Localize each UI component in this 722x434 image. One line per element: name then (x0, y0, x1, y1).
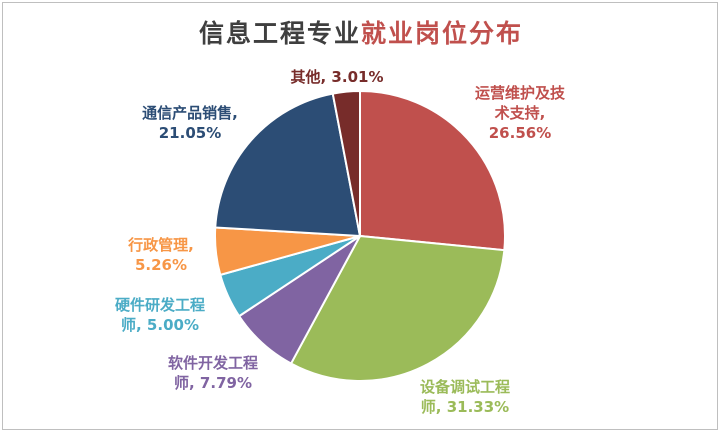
pie-slice-1 (359, 89, 506, 252)
pie-slice-7 (331, 89, 361, 237)
pie-slice-6 (214, 92, 362, 238)
pie-slices (214, 89, 506, 382)
slice-label-3-line-2: 师, 7.79% (174, 374, 252, 392)
slice-label-6: 通信产品销售, 21.05% (142, 104, 238, 142)
slice-label-6-line-1: 通信产品销售, (142, 104, 238, 122)
slice-label-7: 其他, 3.01% (291, 68, 384, 86)
slice-label-4: 硬件研发工程师, 5.00% (115, 296, 205, 334)
slice-label-2: 设备调试工程师, 31.33% (420, 378, 510, 416)
slice-label-7-line-1: 其他, 3.01% (291, 68, 384, 86)
slice-label-5: 行政管理, 5.26% (127, 236, 194, 274)
chart-title: 信息工程专业就业岗位分布 (0, 14, 722, 50)
slice-label-5-line-1: 行政管理, (127, 236, 194, 254)
slice-label-5-line-2: 5.26% (135, 256, 187, 274)
pie-labels: 运营维护及技术支持, 26.56%设备调试工程师, 31.33%软件开发工程师, … (115, 68, 566, 416)
chart-title-part2: 就业岗位分布 (361, 19, 524, 48)
slice-label-6-line-2: 21.05% (159, 124, 221, 142)
pie-slice-2 (289, 234, 506, 382)
slice-label-2-line-1: 设备调试工程 (420, 378, 510, 396)
slice-label-1-line-1: 运营维护及技 (475, 84, 566, 102)
slice-label-1-line-3: 26.56% (489, 124, 551, 142)
slice-label-4-line-2: 师, 5.00% (121, 316, 199, 334)
slice-label-4-line-1: 硬件研发工程 (115, 296, 205, 314)
slice-label-2-line-2: 师, 31.33% (421, 398, 509, 416)
chart-title-part1: 信息工程专业 (198, 19, 361, 48)
slice-label-1-line-2: 术支持, (495, 104, 546, 122)
slice-label-1: 运营维护及技术支持, 26.56% (475, 84, 566, 142)
slice-label-3-line-1: 软件开发工程 (168, 354, 258, 372)
slice-label-3: 软件开发工程师, 7.79% (168, 354, 258, 392)
